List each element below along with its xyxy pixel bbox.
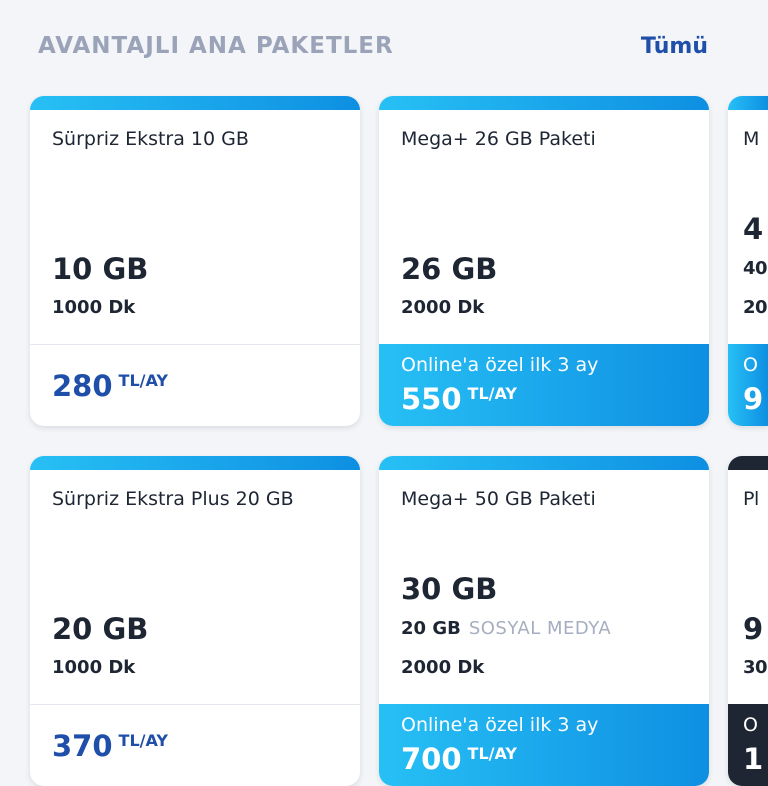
price: 280 TL/AY xyxy=(52,369,168,403)
price: 9 xyxy=(743,382,763,416)
package-title: Sürpriz Ekstra 10 GB xyxy=(52,128,249,150)
price-footer: 370 TL/AY xyxy=(30,704,360,786)
price-value: 1 xyxy=(743,742,763,776)
package-card[interactable]: Mega+ 50 GB Paketi 30 GB 20 GB SOSYAL MED… xyxy=(379,456,709,786)
social-amount: 20 GB xyxy=(401,618,461,639)
promo-text: O xyxy=(743,714,758,736)
minutes: 2000 Dk xyxy=(401,297,485,318)
data-amount: 4 xyxy=(743,212,763,246)
package-title: M xyxy=(743,128,759,150)
card-header-strip xyxy=(379,456,709,470)
price-unit: TL/AY xyxy=(467,384,517,403)
minutes: 2000 Dk xyxy=(401,657,485,678)
see-all-link[interactable]: Tümü xyxy=(640,34,708,59)
card-header-strip xyxy=(379,96,709,110)
promo-footer: O 9 xyxy=(728,344,768,426)
promo-text: Online'a özel ilk 3 ay xyxy=(401,714,599,736)
package-card[interactable]: Pl 9 30 O 1 xyxy=(728,456,768,786)
price-value: 550 xyxy=(401,382,462,416)
data-amount: 26 GB xyxy=(401,252,498,286)
data-amount: 30 GB xyxy=(401,572,498,606)
card-header-strip xyxy=(728,456,768,470)
promo-footer: Online'a özel ilk 3 ay 550 TL/AY xyxy=(379,344,709,426)
price-value: 700 xyxy=(401,742,462,776)
package-title: Mega+ 26 GB Paketi xyxy=(401,128,596,150)
price-unit: TL/AY xyxy=(118,371,168,390)
social-label: SOSYAL MEDYA xyxy=(468,618,612,639)
card-header-strip xyxy=(728,96,768,110)
price: 550 TL/AY xyxy=(401,382,517,416)
data-amount: 10 GB xyxy=(52,252,149,286)
package-card[interactable]: Mega+ 26 GB Paketi 26 GB 2000 Dk Online'… xyxy=(379,96,709,426)
promo-footer: O 1 xyxy=(728,704,768,786)
price-value: 9 xyxy=(743,382,763,416)
price-unit: TL/AY xyxy=(118,731,168,750)
card-header-strip xyxy=(30,96,360,110)
data-amount: 9 xyxy=(743,612,763,646)
package-title: Mega+ 50 GB Paketi xyxy=(401,488,596,510)
package-title: Pl xyxy=(743,488,759,510)
price-value: 370 xyxy=(52,729,113,763)
price: 1 xyxy=(743,742,763,776)
package-card[interactable]: Sürpriz Ekstra Plus 20 GB 20 GB 1000 Dk … xyxy=(30,456,360,786)
card-header-strip xyxy=(30,456,360,470)
promo-text: O xyxy=(743,354,758,376)
minutes: 1000 Dk xyxy=(52,297,136,318)
section-title: AVANTAJLI ANA PAKETLER xyxy=(38,33,394,59)
extra-amount: 40 xyxy=(743,258,768,279)
price-unit: TL/AY xyxy=(467,744,517,763)
minutes: 20 xyxy=(743,297,768,318)
price-footer: 280 TL/AY xyxy=(30,344,360,426)
package-card[interactable]: M 4 40 20 O 9 xyxy=(728,96,768,426)
price-value: 280 xyxy=(52,369,113,403)
minutes: 30 xyxy=(743,657,768,678)
promo-footer: Online'a özel ilk 3 ay 700 TL/AY xyxy=(379,704,709,786)
package-card[interactable]: Sürpriz Ekstra 10 GB 10 GB 1000 Dk 280 TL… xyxy=(30,96,360,426)
price: 700 TL/AY xyxy=(401,742,517,776)
price: 370 TL/AY xyxy=(52,729,168,763)
minutes: 1000 Dk xyxy=(52,657,136,678)
promo-text: Online'a özel ilk 3 ay xyxy=(401,354,599,376)
social-media-allowance: 20 GB SOSYAL MEDYA xyxy=(401,618,611,639)
package-title: Sürpriz Ekstra Plus 20 GB xyxy=(52,488,294,510)
data-amount: 20 GB xyxy=(52,612,149,646)
